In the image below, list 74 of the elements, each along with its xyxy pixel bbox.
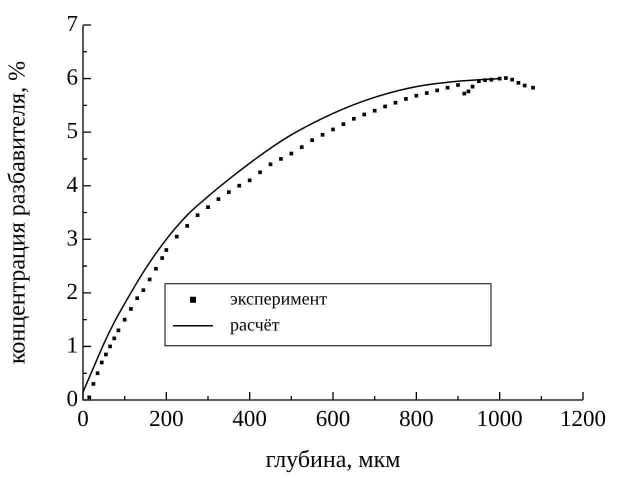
point [510, 78, 514, 82]
point [362, 112, 366, 116]
point [100, 360, 104, 364]
point [206, 205, 210, 209]
point [462, 92, 466, 96]
point [531, 86, 535, 90]
point [446, 86, 450, 90]
x-axis-title: глубина, мкм [266, 446, 400, 473]
point [498, 76, 502, 80]
point [483, 78, 487, 82]
point [268, 162, 272, 166]
y-tick-label: 2 [66, 278, 78, 304]
point [185, 224, 190, 228]
point [372, 108, 377, 113]
point [331, 128, 335, 132]
point [414, 94, 418, 98]
point [258, 170, 262, 174]
point [164, 248, 168, 252]
legend-label: эксперимент [230, 288, 328, 308]
point [470, 84, 474, 88]
point [154, 266, 158, 271]
point [424, 91, 429, 95]
point [142, 288, 146, 292]
y-tick-label: 0 [66, 386, 78, 412]
point [116, 328, 120, 332]
point [342, 122, 346, 126]
x-tick-label: 1200 [560, 406, 606, 431]
point [300, 145, 304, 149]
point [522, 84, 527, 88]
point [129, 307, 133, 311]
point [352, 116, 356, 121]
x-tick-label: 600 [316, 406, 350, 431]
point [489, 78, 494, 82]
point [504, 76, 508, 80]
point [476, 79, 481, 84]
point [310, 138, 314, 142]
x-tick-label: 1000 [476, 406, 523, 431]
y-tick-label: 5 [66, 118, 78, 144]
point [320, 132, 324, 137]
point [108, 344, 112, 348]
x-tick-label: 800 [399, 406, 434, 431]
y-tick-label: 1 [66, 332, 78, 358]
x-tick-label: 200 [149, 406, 184, 431]
point [404, 97, 408, 101]
point [160, 256, 164, 260]
point [435, 88, 440, 92]
point [112, 336, 116, 340]
y-axis-title: концентрация разбавителя, % [4, 60, 31, 364]
y-tick-label: 3 [66, 225, 78, 250]
point [237, 184, 242, 188]
point [148, 278, 152, 282]
point [135, 296, 140, 300]
point [456, 83, 460, 87]
y-tick-label: 7 [66, 11, 78, 36]
point [92, 382, 96, 386]
point [516, 81, 520, 85]
point [122, 318, 127, 322]
point [466, 90, 470, 94]
point [289, 152, 294, 156]
point [87, 395, 92, 400]
y-tick-label: 6 [66, 64, 78, 90]
point [196, 213, 200, 218]
x-tick-label: 400 [232, 406, 267, 431]
point [226, 190, 231, 194]
point [104, 352, 108, 356]
y-tick-label: 4 [66, 172, 78, 197]
point [216, 197, 220, 201]
point [279, 157, 283, 161]
point [383, 104, 387, 108]
point [248, 178, 252, 182]
point [96, 371, 100, 376]
point [394, 100, 398, 105]
point [174, 234, 179, 238]
legend-label: расчёт [230, 314, 280, 334]
